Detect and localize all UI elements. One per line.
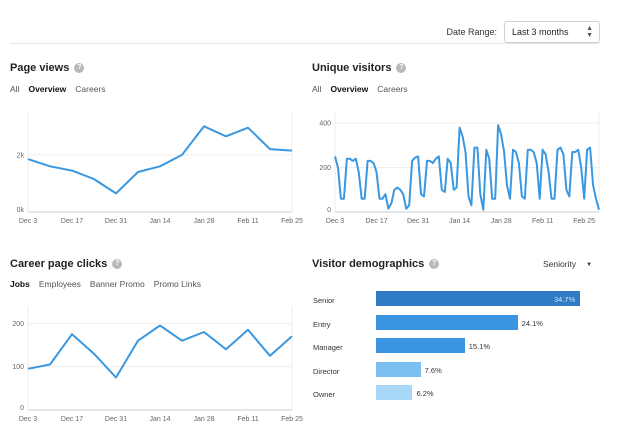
help-icon[interactable]: ? [74,63,85,73]
x-tick-label: Feb 25 [281,218,303,225]
unique-visitors-chart: 0 200 400 Dec 3 Dec 17 Dec 31 Jan 14 Jan 28 Feb … [319,112,600,227]
help-icon[interactable]: ? [112,259,123,269]
career-clicks-title: Career page clicks ? [10,258,123,270]
series-line [334,124,600,211]
demographic-bar [376,291,580,306]
y-tick-label: 0 [20,405,24,412]
x-tick-label: Dec 3 [19,218,37,225]
unique-visitors-title-text: Unique visitors [312,62,392,74]
date-range-bar: Date Range: Last 3 months ▲ ▼ [10,14,600,44]
x-tick-label: Dec 31 [105,218,127,225]
help-icon[interactable]: ? [396,63,407,73]
x-tick-label: Dec 3 [326,218,344,225]
career-clicks-chart: 0 100 200 Dec 3 Dec 17 Dec 31 Jan 14 Jan 28 Feb … [12,306,303,424]
x-tick-label: Dec 31 [105,416,127,423]
demographic-row: Director 7.6% [312,361,610,385]
help-icon[interactable]: ? [429,259,440,269]
career-clicks-tabs: Jobs Employees Banner Promo Promo Links [10,279,201,289]
series-line [27,324,293,379]
caret-down-icon: ▼ [586,261,593,268]
tab-employees[interactable]: Employees [38,279,81,289]
tab-overview[interactable]: Overview [330,84,369,94]
y-tick-label: 100 [12,364,24,371]
demographic-value: 24.1% [521,318,543,328]
demographic-bar [376,314,518,330]
tab-careers[interactable]: Careers [75,84,106,94]
tab-promo-links[interactable]: Promo Links [153,279,201,289]
demographics-bar-chart: Senior 34.7% Entry 24.1% Manager 15.1% Directo… [312,290,610,408]
demographic-row: Manager 15.1% [312,337,610,361]
visitor-demographics-title-text: Visitor demographics [312,258,425,270]
date-range-value: Last 3 months [512,27,569,37]
tab-banner-promo[interactable]: Banner Promo [89,279,145,289]
x-tick-label: Jan 14 [149,218,170,225]
demographic-row: Owner 6.2% [312,384,610,408]
demographic-label: Director [313,366,340,376]
x-tick-label: Jan 14 [449,218,470,225]
x-tick-label: Jan 28 [491,218,512,225]
x-tick-label: Feb 11 [532,218,553,225]
demographic-bar [376,338,465,353]
demographic-label: Senior [313,296,335,305]
tab-all[interactable]: All [312,84,322,94]
x-tick-label: Dec 17 [61,218,83,225]
page-views-tabs: All Overview Careers [10,84,106,94]
y-tick-label: 2k [17,152,25,159]
date-range-select[interactable]: Last 3 months ▲ ▼ [504,21,600,43]
demographic-row: Entry 24.1% [312,314,610,338]
x-tick-label: Dec 17 [61,416,83,423]
x-tick-label: Feb 11 [237,416,258,423]
demographic-bar [376,361,421,377]
demographic-value: 15.1% [468,342,491,351]
tab-all[interactable]: All [10,84,20,94]
page-views-title-text: Page views [10,62,70,74]
updown-caret-icon: ▲ ▼ [586,25,593,39]
demographic-label: Manager [313,343,343,352]
demographic-label: Entry [313,319,331,329]
demographic-bar [376,385,413,400]
demographic-value: 7.6% [424,365,442,375]
date-range-label: Date Range: [446,27,497,37]
x-tick-label: Feb 25 [573,218,595,225]
x-tick-label: Jan 14 [149,416,170,423]
x-tick-label: Feb 11 [237,218,258,225]
page-views-chart: 0k 2k Dec 3 Dec 17 Dec 31 Jan 14 Jan 28 Feb 11 F… [17,112,303,227]
seniority-select-value: Seniority [543,259,577,269]
page-views-title: Page views ? [10,62,85,74]
demographic-value: 6.2% [416,389,434,398]
x-tick-label: Dec 3 [19,416,37,423]
x-tick-label: Jan 28 [193,416,214,423]
unique-visitors-tabs: All Overview Careers [312,84,408,94]
x-tick-label: Jan 28 [193,218,214,225]
y-tick-label: 200 [12,321,24,328]
visitor-demographics-title: Visitor demographics ? [312,258,440,270]
y-tick-label: 400 [319,121,331,128]
x-tick-label: Feb 25 [281,416,303,423]
tab-overview[interactable]: Overview [28,84,67,94]
demographic-value: 34.7% [554,295,576,304]
y-tick-label: 0k [17,207,25,214]
y-tick-label: 200 [319,165,331,172]
tab-careers[interactable]: Careers [377,84,408,94]
seniority-select[interactable]: Seniority ▼ [543,259,592,269]
series-line [27,125,293,195]
y-tick-label: 0 [327,207,331,214]
tab-jobs[interactable]: Jobs [10,279,30,289]
x-tick-label: Dec 31 [407,218,429,225]
unique-visitors-title: Unique visitors ? [312,62,407,74]
career-clicks-title-text: Career page clicks [10,258,108,270]
demographic-row: Senior 34.7% [312,290,610,314]
x-tick-label: Dec 17 [365,218,387,225]
demographic-label: Owner [313,390,336,399]
